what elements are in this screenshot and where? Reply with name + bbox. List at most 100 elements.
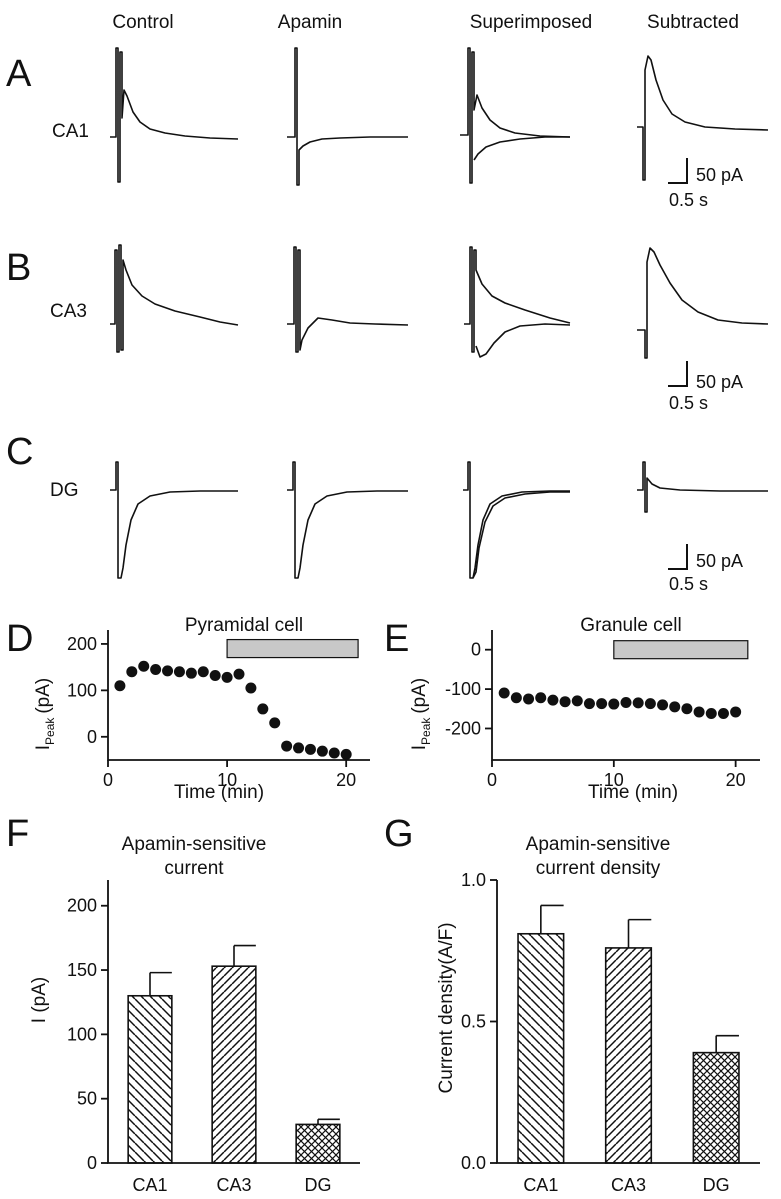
panel-label-c: C bbox=[6, 431, 33, 473]
chart-d-xtick-label: 20 bbox=[336, 770, 356, 790]
chart-e-point bbox=[523, 693, 535, 705]
chart-e-point bbox=[498, 687, 510, 699]
chart-g-bar-ca3 bbox=[604, 947, 653, 1164]
chart-d-point bbox=[293, 742, 305, 754]
chart-g-category-label: DG bbox=[703, 1175, 730, 1195]
trace-dg-subtracted bbox=[637, 461, 768, 513]
chart-e-point bbox=[669, 701, 681, 713]
chart-f-ytick-label: 50 bbox=[77, 1089, 97, 1109]
region-label-dg: DG bbox=[50, 480, 79, 501]
chart-g-ytick-label: 0.0 bbox=[461, 1153, 486, 1173]
chart-g-category-label: CA1 bbox=[523, 1175, 558, 1195]
chart-f-ytick-label: 0 bbox=[87, 1153, 97, 1173]
trace-ca3-subtracted bbox=[637, 247, 769, 359]
chart-g-ylabel: Current density(A/F) bbox=[436, 922, 457, 1093]
chart-e-point bbox=[644, 698, 656, 710]
chart-d-point bbox=[209, 670, 221, 681]
chart-g-bar-dg bbox=[692, 1051, 740, 1164]
chart-g-ytick-label: 1.0 bbox=[461, 870, 486, 890]
chart-f-ylabel: I (pA) bbox=[29, 977, 50, 1023]
chart-f-ytick-label: 200 bbox=[67, 896, 97, 916]
chart-e-point bbox=[693, 706, 705, 718]
chart-d-point bbox=[173, 666, 185, 678]
panel-label-b: B bbox=[6, 247, 31, 289]
panel-label-g: G bbox=[384, 813, 414, 855]
chart-d-ytick-label: 200 bbox=[67, 634, 97, 654]
panel-label-f: F bbox=[6, 813, 29, 855]
chart-f-bar-ca1 bbox=[127, 994, 173, 1164]
panel-label-e: E bbox=[384, 618, 409, 660]
chart-f: F Apamin-sensitive current I (pA) 0 50 100… bbox=[6, 813, 360, 1195]
chart-f-category-label: DG bbox=[305, 1175, 332, 1195]
chart-f-category-label: CA3 bbox=[216, 1175, 251, 1195]
chart-e-ylabel: IPeak(pA) bbox=[409, 678, 433, 751]
chart-d-xlabel: Time (min) bbox=[174, 782, 264, 803]
chart-d-xtick-label: 10 bbox=[217, 770, 237, 790]
panel-label-a: A bbox=[6, 53, 32, 95]
chart-d-point bbox=[233, 668, 245, 680]
column-header-subtracted: Subtracted bbox=[647, 12, 739, 33]
chart-e-point bbox=[571, 695, 583, 707]
chart-d-point bbox=[245, 682, 257, 694]
chart-d: D Pyramidal cell IPeak(pA) Time (min) 0 1… bbox=[6, 615, 370, 803]
chart-e-point bbox=[681, 703, 693, 715]
trace-dg-control bbox=[110, 461, 238, 579]
scalebar-c-time: 0.5 s bbox=[669, 574, 708, 594]
chart-e-point bbox=[547, 694, 559, 706]
chart-d-point bbox=[138, 660, 150, 672]
chart-e: E Granule cell IPeak(pA) Time (min) 0 -10… bbox=[384, 615, 760, 803]
chart-d-drug-bar bbox=[226, 638, 359, 659]
chart-d-point bbox=[197, 666, 209, 678]
chart-f-bar-dg bbox=[295, 1123, 341, 1164]
chart-g-ytick-label: 0.5 bbox=[461, 1012, 486, 1032]
chart-e-point bbox=[730, 706, 742, 718]
chart-d-ylabel: IPeak(pA) bbox=[33, 678, 57, 751]
chart-f-title-line1: Apamin-sensitive bbox=[122, 834, 267, 855]
scalebar-c: 50 pA 0.5 s bbox=[668, 544, 743, 594]
chart-d-ytick-label: 100 bbox=[67, 680, 97, 700]
chart-d-point bbox=[185, 667, 197, 679]
chart-d-ytick-label: 0 bbox=[87, 727, 97, 747]
chart-d-point bbox=[221, 671, 233, 683]
chart-e-title: Granule cell bbox=[580, 615, 681, 636]
chart-e-xtick-label: 10 bbox=[604, 770, 624, 790]
trace-ca3-superimposed bbox=[464, 246, 571, 358]
scalebar-a: 50 pA 0.5 s bbox=[668, 158, 743, 210]
chart-e-ytick-label: 0 bbox=[471, 640, 481, 660]
trace-ca1-apamin bbox=[287, 47, 408, 186]
chart-d-point bbox=[304, 743, 316, 755]
chart-e-point bbox=[657, 699, 669, 711]
chart-e-xtick-label: 20 bbox=[726, 770, 746, 790]
chart-f-title-line2: current bbox=[164, 858, 224, 879]
chart-d-point bbox=[281, 740, 293, 752]
chart-d-point bbox=[126, 666, 138, 678]
chart-e-point bbox=[620, 696, 632, 708]
trace-ca3-control bbox=[110, 244, 239, 353]
trace-dg-superimposed bbox=[463, 461, 570, 579]
scalebar-c-current: 50 pA bbox=[696, 551, 743, 571]
chart-d-point bbox=[316, 745, 328, 757]
chart-g-bar-ca1 bbox=[517, 932, 565, 1164]
chart-f-bar-ca3 bbox=[211, 965, 257, 1164]
chart-e-ytick-label: -200 bbox=[445, 718, 481, 738]
chart-d-point bbox=[162, 665, 174, 677]
chart-f-ytick-label: 150 bbox=[67, 960, 97, 980]
chart-d-point bbox=[114, 680, 126, 692]
chart-d-xtick-label: 0 bbox=[103, 770, 113, 790]
chart-e-xtick-label: 0 bbox=[487, 770, 497, 790]
chart-g-title-line2: current density bbox=[536, 858, 661, 879]
scalebar-b-current: 50 pA bbox=[696, 372, 743, 392]
chart-e-point bbox=[583, 698, 595, 710]
scalebar-b-time: 0.5 s bbox=[669, 393, 708, 413]
chart-e-point bbox=[632, 697, 644, 709]
chart-g-title-line1: Apamin-sensitive bbox=[526, 834, 671, 855]
chart-f-ytick-label: 100 bbox=[67, 1024, 97, 1044]
chart-e-point bbox=[510, 692, 522, 704]
trace-ca1-control bbox=[110, 47, 239, 183]
scalebar-a-current: 50 pA bbox=[696, 165, 743, 185]
chart-e-point bbox=[705, 708, 717, 720]
chart-f-category-label: CA1 bbox=[132, 1175, 167, 1195]
column-header-apamin: Apamin bbox=[278, 12, 342, 33]
region-label-ca1: CA1 bbox=[52, 121, 89, 142]
column-header-control: Control bbox=[112, 12, 173, 33]
